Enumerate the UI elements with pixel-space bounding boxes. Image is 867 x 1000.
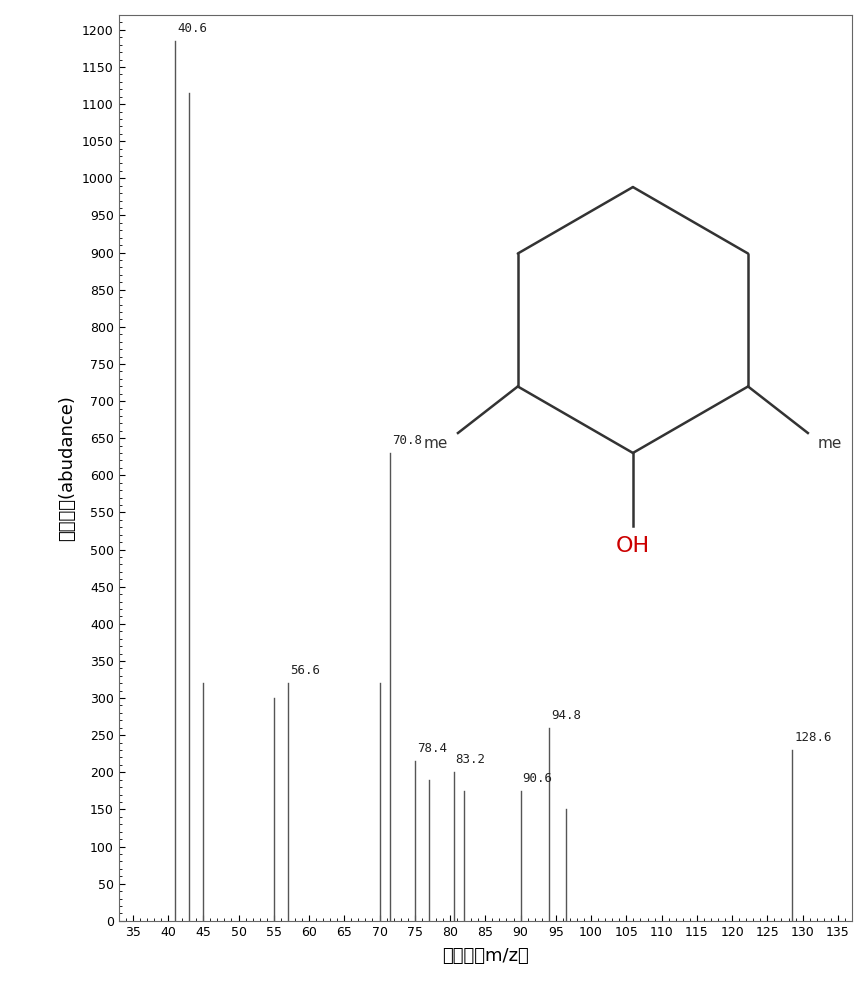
Y-axis label: 相对丰度(abudance): 相对丰度(abudance) xyxy=(58,395,76,541)
X-axis label: 质荷比（m/z）: 质荷比（m/z） xyxy=(442,947,529,965)
Text: 90.6: 90.6 xyxy=(523,772,552,785)
Text: 56.6: 56.6 xyxy=(290,664,320,677)
Text: me: me xyxy=(424,436,448,451)
Text: 40.6: 40.6 xyxy=(177,22,207,35)
Text: 83.2: 83.2 xyxy=(456,753,486,766)
Text: 128.6: 128.6 xyxy=(794,731,831,744)
Text: 94.8: 94.8 xyxy=(551,709,581,722)
Text: 70.8: 70.8 xyxy=(392,434,422,447)
Text: me: me xyxy=(818,436,842,451)
Text: 78.4: 78.4 xyxy=(417,742,447,755)
Text: OH: OH xyxy=(616,536,650,556)
